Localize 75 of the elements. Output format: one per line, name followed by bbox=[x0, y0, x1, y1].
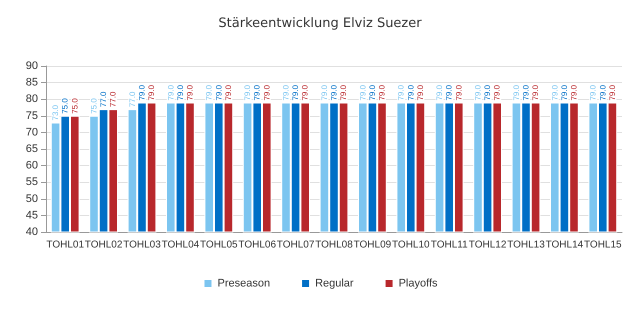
data-label: 77.0 bbox=[99, 91, 108, 108]
data-label: 77.0 bbox=[128, 91, 137, 108]
data-label: 75.0 bbox=[90, 98, 98, 114]
data-label: 79.0 bbox=[512, 84, 521, 101]
data-label: 75.0 bbox=[70, 98, 80, 114]
data-label: 79.0 bbox=[291, 84, 300, 101]
y-tick-label: 65 bbox=[26, 143, 38, 155]
x-tick-label: TOHL15 bbox=[584, 240, 622, 250]
data-label: 79.0 bbox=[186, 84, 194, 101]
data-label: 79.0 bbox=[330, 84, 338, 101]
data-label: 79.0 bbox=[204, 84, 214, 101]
data-label: 79.0 bbox=[483, 84, 492, 101]
data-label: 79.0 bbox=[570, 84, 578, 101]
data-label: 79.0 bbox=[147, 84, 156, 101]
x-tick-label: TOHL03 bbox=[123, 240, 162, 250]
data-label: 79.0 bbox=[166, 84, 176, 101]
data-label: 79.0 bbox=[138, 84, 146, 101]
x-tick-label: TOHL05 bbox=[200, 240, 238, 250]
y-tick-label: 45 bbox=[26, 209, 38, 222]
y-tick-label: 40 bbox=[26, 226, 38, 238]
data-label: 79.0 bbox=[492, 84, 502, 101]
x-tick-label: TOHL06 bbox=[238, 240, 276, 250]
x-tick-label: TOHL08 bbox=[315, 240, 354, 250]
data-label: 79.0 bbox=[282, 84, 290, 101]
data-label: 79.0 bbox=[339, 84, 348, 101]
data-label: 79.0 bbox=[435, 84, 444, 101]
data-label: 79.0 bbox=[531, 84, 540, 101]
x-tick-label: TOHL04 bbox=[162, 240, 200, 250]
data-label: 79.0 bbox=[522, 84, 530, 101]
x-tick-label: TOHL09 bbox=[354, 240, 392, 250]
x-tick-label: TOHL14 bbox=[546, 240, 584, 250]
data-label: 79.0 bbox=[444, 84, 454, 101]
x-tick-label: TOHL12 bbox=[468, 240, 507, 250]
data-label: 75.0 bbox=[60, 98, 70, 114]
legend-label: Playoffs bbox=[398, 278, 438, 290]
data-label: 79.0 bbox=[358, 84, 368, 101]
data-label: 79.0 bbox=[454, 84, 464, 101]
x-tick-label: TOHL13 bbox=[507, 240, 546, 250]
data-label: 79.0 bbox=[252, 84, 262, 101]
data-label: 79.0 bbox=[416, 84, 425, 101]
legend-label: Regular bbox=[315, 278, 354, 290]
y-tick-label: 50 bbox=[26, 192, 38, 205]
x-tick-label: TOHL07 bbox=[276, 240, 315, 250]
y-tick-label: 80 bbox=[26, 93, 38, 106]
data-label: 79.0 bbox=[176, 84, 185, 101]
data-label: 77.0 bbox=[108, 91, 118, 108]
y-tick-label: 90 bbox=[26, 60, 38, 72]
legend-label: Preseason bbox=[217, 278, 270, 290]
y-tick-label: 55 bbox=[26, 176, 38, 188]
y-tick-label: 60 bbox=[26, 160, 38, 172]
data-label: 79.0 bbox=[224, 84, 233, 101]
data-label: 73.0 bbox=[51, 104, 60, 120]
data-label: 79.0 bbox=[378, 84, 386, 101]
data-label: 79.0 bbox=[608, 84, 617, 101]
x-tick-label: TOHL10 bbox=[392, 240, 430, 250]
x-tick-label: TOHL02 bbox=[84, 240, 123, 250]
data-label: 79.0 bbox=[550, 84, 560, 101]
data-label: 79.0 bbox=[300, 84, 310, 101]
data-label: 79.0 bbox=[243, 84, 252, 101]
data-label: 79.0 bbox=[320, 84, 329, 101]
y-tick-label: 85 bbox=[26, 76, 38, 89]
data-label: 79.0 bbox=[588, 84, 598, 101]
data-label: 79.0 bbox=[214, 84, 224, 101]
data-label: 79.0 bbox=[598, 84, 608, 101]
x-tick-label: TOHL01 bbox=[46, 240, 84, 250]
data-label: 79.0 bbox=[474, 84, 482, 101]
data-label: 79.0 bbox=[560, 84, 569, 101]
chart-title: Stärkeentwicklung Elviz Suezer bbox=[218, 16, 422, 31]
data-label: 79.0 bbox=[262, 84, 272, 101]
data-label: 79.0 bbox=[396, 84, 406, 101]
y-tick-label: 70 bbox=[26, 126, 38, 138]
x-tick-label: TOHL11 bbox=[430, 240, 468, 250]
data-label: 79.0 bbox=[368, 84, 377, 101]
data-label: 79.0 bbox=[406, 84, 416, 101]
y-tick-label: 75 bbox=[26, 110, 38, 122]
